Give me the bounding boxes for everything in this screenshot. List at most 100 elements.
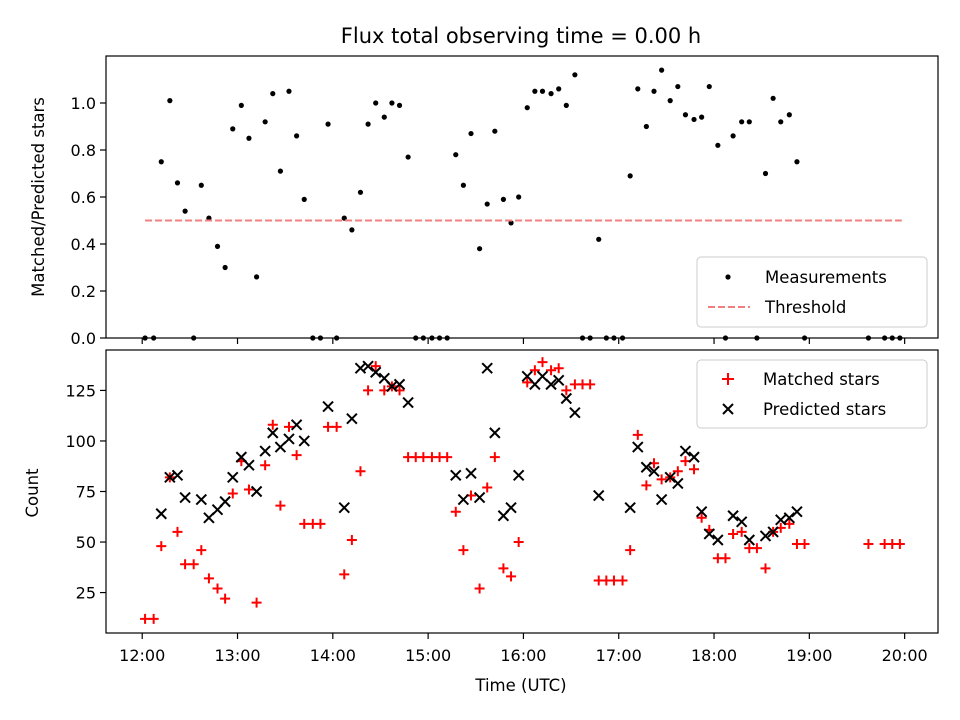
measurement-point [317, 335, 324, 341]
matched-star-point [283, 421, 294, 432]
predicted-star-point [688, 451, 700, 463]
measurement-point [429, 335, 435, 341]
measurement-point [444, 335, 450, 341]
matched-star-point [689, 464, 700, 475]
predicted-star-point [624, 501, 636, 514]
top-y-tick-label: 1.0 [71, 94, 96, 113]
measurement-point [151, 335, 157, 341]
top-y-tick-label: 0.6 [71, 188, 96, 207]
matched-star-point [489, 452, 500, 463]
measurement-point [739, 119, 745, 125]
x-tick-label: 13:00 [214, 646, 260, 665]
predicted-star-point [775, 514, 787, 526]
matched-star-point [315, 518, 326, 529]
matched-star-point [561, 385, 572, 396]
predicted-star-point [640, 461, 653, 473]
measurement-point [341, 215, 347, 221]
matched-star-point [442, 452, 453, 463]
measurement-point [222, 264, 228, 271]
matched-star-point [506, 571, 517, 582]
matched-star-point [546, 365, 557, 376]
predicted-star-point [362, 360, 374, 372]
measurement-point [158, 159, 164, 165]
bottom-x-axis-label: Time (UTC) [474, 676, 566, 695]
measurement-point [865, 335, 872, 341]
top-y-tick-label: 0.0 [71, 329, 96, 348]
measurement-point [198, 182, 204, 188]
predicted-star-point [346, 413, 358, 425]
measurement-point [270, 91, 276, 97]
measurement-point [643, 123, 649, 130]
matched-star-point [267, 419, 278, 430]
predicted-star-point [179, 491, 191, 504]
measurement-point [563, 102, 569, 108]
measurement-point [722, 335, 729, 341]
matched-star-point [760, 563, 771, 574]
chart-title: Flux total observing time = 0.00 h [341, 24, 701, 48]
measurement-point [334, 335, 340, 341]
measurement-point [691, 116, 697, 123]
matched-star-point [180, 559, 191, 570]
measurement-point [532, 88, 538, 94]
measurement-point [238, 102, 244, 108]
measurement-point [556, 86, 562, 92]
measurement-point [389, 100, 395, 106]
matched-star-point [243, 484, 254, 495]
matched-star-point [331, 421, 342, 432]
predicted-star-point [243, 459, 255, 471]
matched-star-point [894, 539, 905, 550]
matched-star-point [363, 385, 374, 396]
measurement-point [420, 335, 426, 341]
predicted-star-point [712, 534, 724, 546]
measurement-point [286, 88, 292, 94]
predicted-star-point [791, 506, 803, 518]
matched-star-point [641, 480, 652, 491]
matched-star-point [617, 575, 628, 586]
measurement-point [762, 170, 769, 177]
predicted-star-point [505, 501, 517, 514]
bottom-y-tick-label: 100 [65, 432, 96, 451]
measurement-point [294, 133, 300, 139]
matched-star-point [339, 569, 350, 580]
measurement-point [262, 119, 268, 125]
predicted-star-point [465, 467, 477, 480]
matched-star-point [632, 429, 643, 440]
matched-star-point [482, 482, 493, 493]
matched-star-point [553, 363, 564, 374]
bottom-y-tick-label: 50 [76, 533, 96, 552]
top-y-axis-label: Matched/Predicted stars [29, 97, 48, 297]
x-tick-label: 12:00 [119, 646, 165, 665]
predicted-star-point [489, 427, 501, 439]
matched-star-point [275, 500, 286, 511]
measurement-point [682, 112, 689, 118]
predicted-star-point [648, 465, 660, 477]
matched-star-point [522, 377, 533, 388]
x-tick-label: 17:00 [596, 646, 642, 665]
predicted-star-point [552, 374, 565, 387]
legend-matched-marker [722, 373, 734, 385]
predicted-star-point [290, 419, 303, 431]
matched-star-point [625, 545, 636, 556]
matched-star-point [498, 563, 509, 574]
predicted-star-point [481, 362, 493, 374]
measurement-point [182, 208, 188, 214]
measurement-point [453, 152, 459, 158]
bottom-y-tick-label: 75 [76, 483, 96, 502]
predicted-star-point [259, 445, 271, 457]
predicted-star-point [219, 495, 231, 508]
measurement-point [167, 98, 173, 104]
measurement-point [548, 91, 554, 97]
measurement-point [572, 72, 578, 78]
matched-star-point [140, 613, 151, 624]
measurement-point [516, 194, 522, 200]
legend-matched-label: Matched stars [763, 370, 880, 389]
measurement-point [349, 227, 355, 233]
measurement-point [381, 114, 387, 120]
matched-star-point [188, 559, 199, 570]
predicted-star-point [735, 516, 748, 528]
predicted-star-point [250, 485, 263, 498]
predicted-star-point [227, 471, 239, 484]
predicted-star-point [171, 469, 184, 482]
bottom-plot-area [140, 357, 905, 624]
